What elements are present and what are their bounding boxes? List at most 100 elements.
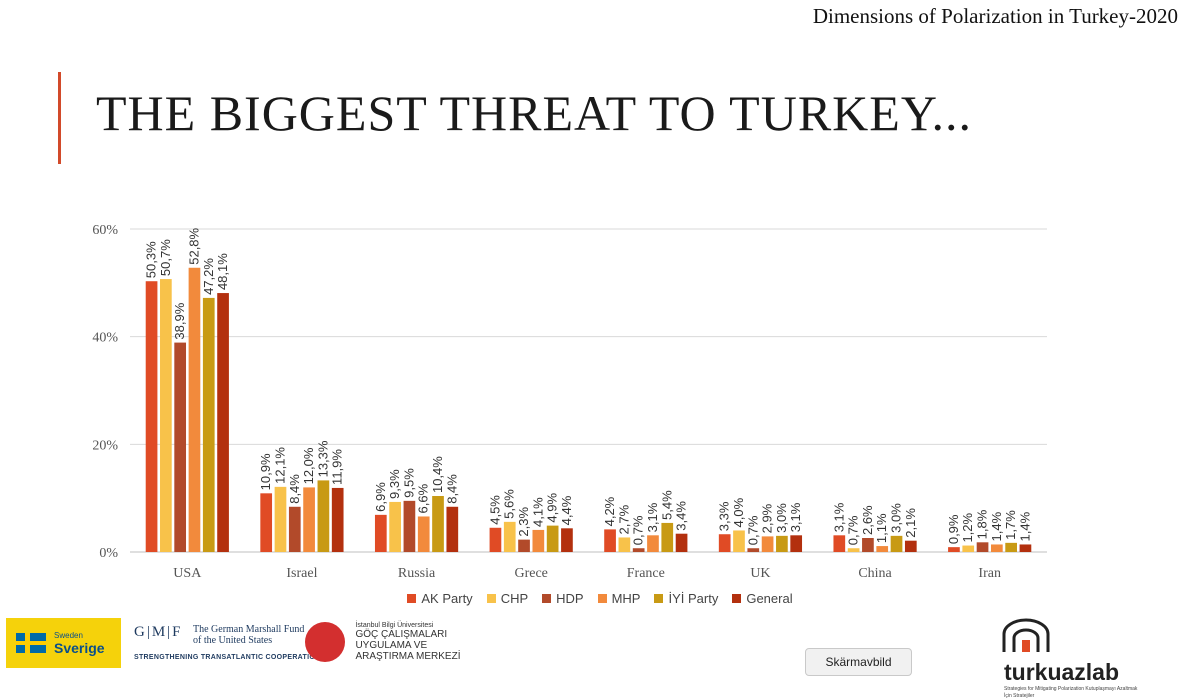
data-label: 5,4% [659,490,674,520]
bar [145,281,158,552]
data-label: 50,3% [144,241,159,278]
bar [160,279,172,552]
data-label: 0,7% [631,515,646,545]
data-label: 1,2% [960,512,975,542]
data-label: 3,3% [717,501,732,531]
snapshot-button[interactable]: Skärmavbild [805,648,912,676]
data-label: 12,0% [301,447,316,484]
bar [904,540,917,552]
legend-item: General [732,591,793,606]
data-label: 50,7% [158,239,173,276]
bar [317,480,330,552]
data-label: 4,4% [559,495,574,525]
data-label: 1,4% [989,511,1004,541]
data-label: 3,0% [774,503,789,533]
data-label: 4,2% [602,496,617,526]
data-label: 4,9% [545,493,560,523]
data-label: 0,7% [745,515,760,545]
bar [518,539,530,552]
data-label: 0,7% [846,515,861,545]
gmf-tagline: STRENGTHENING TRANSATLANTIC COOPERATION [134,654,321,661]
y-tick-label: 0% [99,546,118,561]
bilgi-university: İstanbul Bilgi Üniversitesi [355,622,434,629]
bar [632,548,645,552]
bar [847,548,860,552]
bar [489,527,502,552]
data-label: 2,6% [860,505,875,535]
x-tick-label: Grece [514,566,547,581]
bar [747,548,760,552]
data-label: 2,9% [760,503,775,533]
data-label: 52,8% [186,227,201,264]
data-label: 38,9% [172,302,187,339]
data-label: 4,0% [731,497,746,527]
legend-swatch [654,594,664,603]
turkuazlab-tagline: Strategies for Mitigating Polarization K… [1004,686,1138,699]
y-tick-label: 60% [92,223,118,238]
data-label: 9,5% [401,468,416,498]
x-tick-label: UK [750,566,770,581]
x-tick-label: Iran [978,566,1001,581]
bar [876,546,889,552]
legend-label: General [746,591,793,606]
legend-label: HDP [556,591,584,606]
data-label: 3,1% [788,502,803,532]
data-label: 4,1% [530,497,545,527]
legend-swatch [407,594,417,603]
data-label: 1,8% [975,509,990,539]
data-label: 3,0% [889,503,904,533]
bar [217,293,229,552]
sweden-small-label: Sweden [54,630,83,640]
gmf-mark: G|M|F [134,624,183,640]
bar [733,530,745,552]
data-label: 11,9% [330,449,345,485]
data-label: 48,1% [215,253,230,290]
x-tick-label: China [858,566,892,581]
data-label: 8,4% [287,474,302,504]
legend-item: AK Party [407,591,473,606]
data-label: 3,1% [645,502,660,532]
gmf-name: The German Marshall Fund of the United S… [192,624,305,646]
data-label: 10,4% [430,456,445,493]
legend-swatch [597,594,607,603]
bar [260,493,273,552]
bar-chart: 0% 20% 40% 60% 50,3% 50,7% 38,9% 52,8%47,2% 48,1… [92,223,1047,581]
bar [417,516,430,552]
bar [188,267,201,552]
bar [661,522,674,552]
bar [288,506,301,552]
data-label: 0,9% [946,514,961,544]
data-label: 10,9% [258,453,273,490]
bar [890,535,903,552]
data-label: 1,4% [1017,511,1032,541]
turkuazlab-logo: turkuazlab Strategies for Mitigating Pol… [1000,618,1200,700]
title-accent-bar [58,72,61,164]
legend-item: İYİ Party [654,591,718,606]
bar [675,533,688,552]
legend-swatch [542,594,552,603]
turkuazlab-icon [1002,618,1050,652]
gmf-logo: G|M|F The German Marshall Fund of the Un… [134,624,320,661]
data-label: 6,6% [416,483,431,513]
bar [1019,544,1032,552]
x-tick-label: France [627,566,665,581]
bar [303,487,315,552]
data-label: 12,1% [272,447,287,484]
bar [776,535,788,552]
data-label: 2,1% [903,508,918,538]
bar [331,487,344,552]
data-label: 13,3% [315,440,330,477]
bar [976,542,989,552]
bar [833,535,846,552]
sweden-logo: Sweden Sverige [6,618,121,668]
y-tick-label: 40% [92,331,118,346]
data-label: 4,5% [487,495,502,525]
bar [718,534,731,552]
data-label: 8,4% [444,474,459,504]
legend-label: CHP [500,591,529,606]
x-tick-label: Israel [286,566,317,581]
globe-icon [305,622,345,662]
footer: Sweden Sverige G|M|F The German Marshall… [0,610,1200,699]
data-label: 1,1% [874,513,889,543]
legend-item: CHP [486,591,529,606]
